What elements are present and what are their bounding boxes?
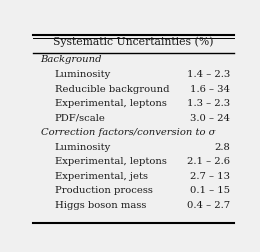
Text: 0.4 – 2.7: 0.4 – 2.7 <box>187 201 230 210</box>
Text: 2.7 – 13: 2.7 – 13 <box>190 172 230 181</box>
Text: 1.3 – 2.3: 1.3 – 2.3 <box>187 99 230 108</box>
Text: PDF/scale: PDF/scale <box>55 114 106 123</box>
Text: 3.0 – 24: 3.0 – 24 <box>190 114 230 123</box>
Text: 1.4 – 2.3: 1.4 – 2.3 <box>187 70 230 79</box>
Text: Luminosity: Luminosity <box>55 143 111 152</box>
Text: 2.1 – 2.6: 2.1 – 2.6 <box>187 157 230 166</box>
Text: 2.8: 2.8 <box>214 143 230 152</box>
Text: Correction factors/conversion to σ: Correction factors/conversion to σ <box>41 128 215 137</box>
Text: Experimental, leptons: Experimental, leptons <box>55 99 167 108</box>
Text: Luminosity: Luminosity <box>55 70 111 79</box>
Text: Experimental, jets: Experimental, jets <box>55 172 148 181</box>
Text: Experimental, leptons: Experimental, leptons <box>55 157 167 166</box>
Text: 0.1 – 15: 0.1 – 15 <box>190 186 230 196</box>
Text: Systematic Uncertainties (%): Systematic Uncertainties (%) <box>53 36 213 47</box>
Text: 1.6 – 34: 1.6 – 34 <box>190 85 230 93</box>
Text: Background: Background <box>41 55 102 65</box>
Text: Production process: Production process <box>55 186 153 196</box>
Text: Reducible background: Reducible background <box>55 85 169 93</box>
Text: Higgs boson mass: Higgs boson mass <box>55 201 146 210</box>
